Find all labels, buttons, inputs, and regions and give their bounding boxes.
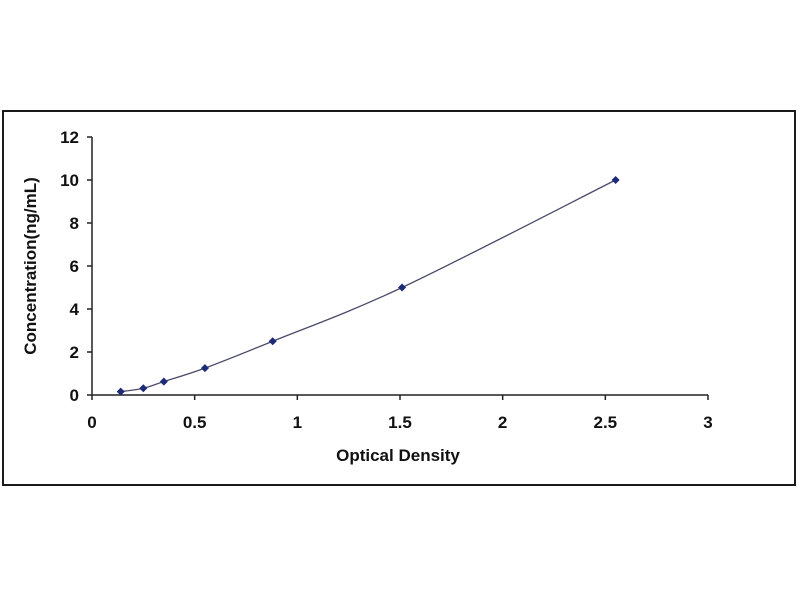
data-point bbox=[200, 364, 209, 373]
data-point bbox=[398, 283, 407, 292]
x-tick-label: 3 bbox=[703, 413, 712, 432]
x-tick-label: 0.5 bbox=[183, 413, 207, 432]
data-point bbox=[159, 377, 168, 386]
x-tick-label: 0 bbox=[87, 413, 96, 432]
data-point bbox=[268, 337, 277, 346]
x-tick-label: 2.5 bbox=[594, 413, 618, 432]
y-tick-label: 2 bbox=[70, 343, 79, 362]
axes bbox=[91, 137, 708, 396]
y-tick-label: 8 bbox=[70, 214, 79, 233]
x-axis-title: Optical Density bbox=[336, 446, 460, 465]
y-axis-title: Concentration(ng/mL) bbox=[21, 177, 40, 355]
y-tick-label: 12 bbox=[60, 128, 79, 147]
y-tick-label: 10 bbox=[60, 171, 79, 190]
x-tick-label: 1 bbox=[293, 413, 302, 432]
data-point bbox=[611, 175, 620, 185]
x-tick-label: 1.5 bbox=[388, 413, 412, 432]
chart-frame bbox=[2, 110, 796, 486]
y-tick-label: 6 bbox=[70, 257, 79, 276]
fit-curve bbox=[120, 179, 616, 393]
y-tick-label: 0 bbox=[70, 386, 79, 405]
x-axis-ticks: 0 0.5 1 1.5 2 2.5 3 bbox=[87, 395, 713, 432]
y-axis-ticks: 0 2 4 6 8 10 12 bbox=[60, 128, 92, 405]
y-tick-label: 4 bbox=[70, 300, 80, 319]
data-points bbox=[116, 175, 620, 396]
data-point bbox=[116, 387, 125, 396]
data-point bbox=[139, 384, 148, 393]
x-tick-label: 2 bbox=[498, 413, 507, 432]
